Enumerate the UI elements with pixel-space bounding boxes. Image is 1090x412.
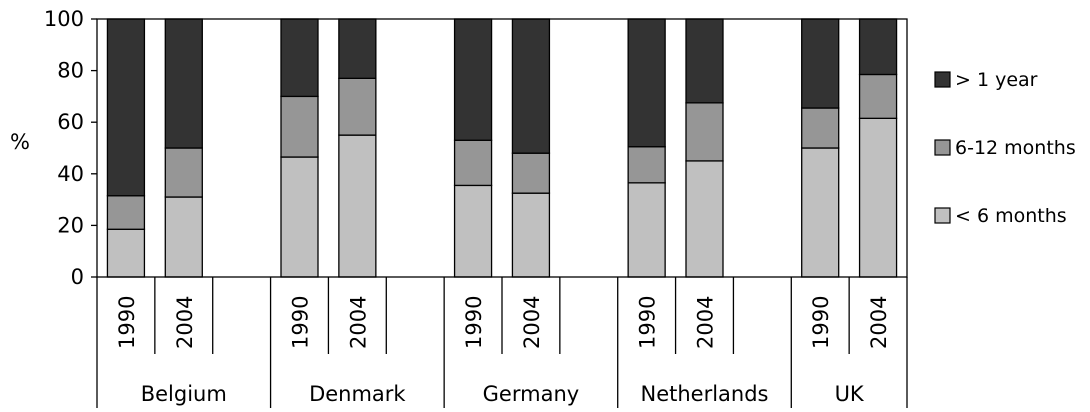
bar-segment-uk-1990-gt1y [801, 18, 840, 109]
x-year-label-belgium-1990: 1990 [115, 296, 139, 349]
legend: > 1 year 6-12 months < 6 months [934, 69, 1076, 227]
bars-layer [106, 18, 898, 278]
x-year-label-belgium-2004: 2004 [173, 296, 197, 349]
x-year-label-germany-2004: 2004 [520, 296, 544, 349]
bar-segment-netherlands-2004-gt1y [685, 18, 724, 104]
legend-swatch-gt1y [934, 71, 951, 88]
y-axis-label: % [10, 130, 30, 154]
bar-segment-belgium-2004-6to12 [164, 147, 203, 198]
legend-swatch-6to12 [934, 139, 951, 156]
y-tick-label: 60 [57, 110, 84, 134]
x-year-label-denmark-2004: 2004 [346, 296, 370, 349]
bar-segment-uk-2004-gt1y [858, 18, 898, 76]
bar-segment-germany-2004-6to12 [511, 152, 551, 194]
bar-segment-netherlands-2004-lt6 [685, 160, 724, 278]
x-group-label-netherlands: Netherlands [640, 382, 768, 406]
bar-segment-netherlands-1990-lt6 [627, 182, 666, 278]
x-year-label-uk-1990: 1990 [809, 296, 833, 349]
legend-label-gt1y: > 1 year [955, 69, 1038, 91]
legend-label-lt6: < 6 months [955, 205, 1067, 227]
x-year-label-uk-2004: 2004 [867, 296, 891, 349]
bar-segment-belgium-1990-lt6 [106, 228, 146, 278]
bar-segment-netherlands-2004-6to12 [685, 102, 724, 162]
bar-segment-denmark-2004-6to12 [338, 77, 377, 136]
y-tick-label: 100 [44, 7, 84, 31]
bar-segment-uk-1990-lt6 [801, 147, 840, 278]
bar-segment-denmark-2004-gt1y [338, 18, 377, 79]
bar-segment-belgium-1990-6to12 [106, 195, 146, 230]
x-group-label-denmark: Denmark [309, 382, 406, 406]
bar-segment-denmark-2004-lt6 [338, 134, 377, 278]
bar-segment-denmark-1990-gt1y [280, 18, 319, 98]
legend-label-6to12: 6-12 months [955, 137, 1076, 159]
bar-segment-uk-2004-lt6 [858, 117, 898, 278]
bar-segment-belgium-2004-gt1y [164, 18, 203, 149]
bar-segment-uk-1990-6to12 [801, 107, 840, 149]
x-year-label-netherlands-2004: 2004 [694, 296, 718, 349]
x-year-label-germany-1990: 1990 [462, 296, 486, 349]
y-tick-label: 80 [57, 59, 84, 83]
bar-segment-denmark-1990-6to12 [280, 95, 319, 158]
y-tick-label: 0 [71, 265, 84, 289]
bar-segment-germany-2004-lt6 [511, 192, 551, 278]
bar-segment-germany-1990-6to12 [453, 139, 493, 187]
bar-segment-germany-2004-gt1y [511, 18, 551, 154]
axes-layer: 0 20 40 60 80 100% 1990 2004 1990 2004 1990 2004 199… [10, 7, 908, 408]
bar-segment-germany-1990-lt6 [453, 184, 493, 278]
legend-swatch-lt6 [934, 207, 951, 224]
bar-segment-uk-2004-6to12 [858, 73, 898, 119]
bar-segment-netherlands-1990-6to12 [627, 146, 666, 184]
bar-segment-netherlands-1990-gt1y [627, 18, 666, 148]
bar-segment-germany-1990-gt1y [453, 18, 493, 141]
x-group-label-belgium: Belgium [141, 382, 227, 406]
bar-segment-belgium-2004-lt6 [164, 196, 203, 278]
bar-segment-belgium-1990-gt1y [106, 18, 146, 197]
x-year-label-denmark-1990: 1990 [289, 296, 313, 349]
bar-segment-denmark-1990-lt6 [280, 156, 319, 278]
plot-area-frame [96, 18, 908, 278]
x-year-label-netherlands-1990: 1990 [636, 296, 660, 349]
y-tick-label: 20 [57, 213, 84, 237]
y-tick-label: 40 [57, 162, 84, 186]
x-group-label-uk: UK [835, 382, 865, 406]
x-group-label-germany: Germany [483, 382, 580, 406]
